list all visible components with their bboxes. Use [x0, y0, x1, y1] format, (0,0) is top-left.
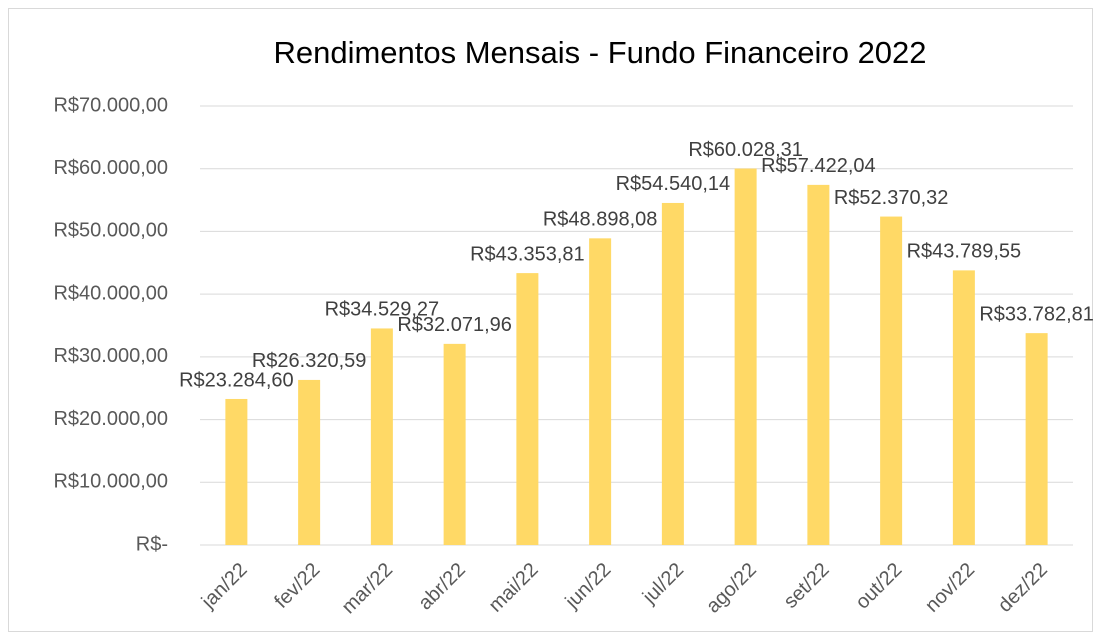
chart-title: Rendimentos Mensais - Fundo Financeiro 2… — [273, 35, 926, 70]
data-label: R$43.789,55 — [907, 241, 1022, 263]
y-tick-label: R$70.000,00 — [53, 94, 168, 116]
data-label: R$57.422,04 — [761, 155, 876, 177]
y-tick-label: R$40.000,00 — [53, 282, 168, 304]
bar — [370, 328, 393, 545]
bar — [1025, 333, 1048, 545]
bar — [589, 238, 612, 546]
data-label: R$34.529,27 — [325, 299, 440, 321]
data-label: R$43.353,81 — [470, 243, 585, 265]
bar — [298, 379, 321, 545]
data-label: R$54.540,14 — [616, 173, 731, 195]
y-tick-label: R$30.000,00 — [53, 345, 168, 367]
bar — [225, 398, 248, 545]
y-tick-label: R$10.000,00 — [53, 471, 168, 493]
chart-border — [8, 8, 1093, 632]
bar — [807, 184, 830, 545]
data-label: R$33.782,81 — [979, 303, 1094, 325]
data-label: R$26.320,59 — [252, 350, 367, 372]
y-tick-label: R$50.000,00 — [53, 220, 168, 242]
bar — [516, 273, 539, 545]
y-tick-label: R$- — [136, 533, 168, 555]
bar — [734, 168, 757, 545]
data-label: R$52.370,32 — [834, 187, 949, 209]
bar — [443, 343, 466, 545]
data-label: R$32.071,96 — [397, 314, 512, 336]
bar — [952, 270, 975, 545]
data-label: R$23.284,60 — [179, 369, 294, 391]
y-tick-label: R$20.000,00 — [53, 408, 168, 430]
bar — [661, 202, 684, 545]
y-tick-label: R$60.000,00 — [53, 157, 168, 179]
data-label: R$60.028,31 — [688, 139, 803, 161]
data-label: R$48.898,08 — [543, 209, 658, 231]
bar — [880, 216, 903, 545]
